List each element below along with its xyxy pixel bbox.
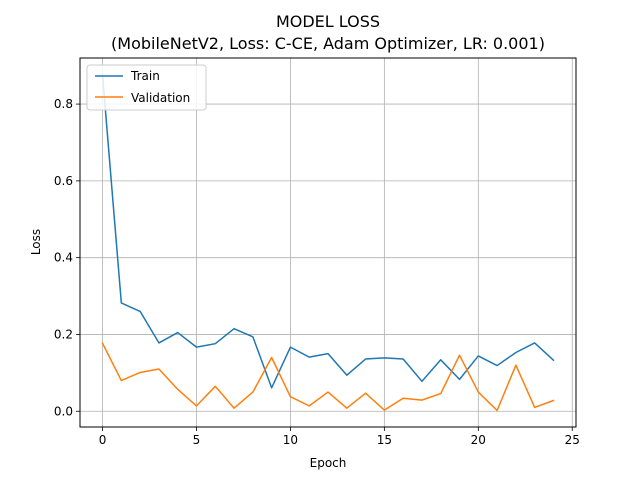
plot-area-background <box>80 58 576 427</box>
y-tick-label: 0.4 <box>54 251 73 265</box>
chart-subtitle: (MobileNetV2, Loss: C-CE, Adam Optimizer… <box>111 34 545 53</box>
x-tick-label: 15 <box>377 433 392 447</box>
y-tick-label: 0.2 <box>54 327 73 341</box>
x-tick-label: 10 <box>283 433 298 447</box>
x-tick-label: 25 <box>565 433 580 447</box>
x-axis-label: Epoch <box>310 456 347 470</box>
y-tick-label: 0.6 <box>54 174 73 188</box>
axis-ticks: 0 5 10 15 20 25 0.0 0.2 0.4 0.6 0.8 <box>54 97 580 447</box>
chart-title: MODEL LOSS <box>276 12 380 31</box>
legend: Train Validation <box>86 64 207 111</box>
series-line-validation <box>101 342 555 412</box>
y-axis-label: Loss <box>29 229 43 255</box>
x-tick-label: 0 <box>99 433 107 447</box>
series-line-train <box>101 74 555 389</box>
x-tick-label: 5 <box>193 433 201 447</box>
series-lines <box>101 74 555 412</box>
plot-area-frame <box>79 57 577 428</box>
x-tick-label: 20 <box>471 433 486 447</box>
legend-label-validation: Validation <box>131 91 190 105</box>
y-tick-label: 0.0 <box>54 404 73 418</box>
y-tick-label: 0.8 <box>54 97 73 111</box>
legend-label-train: Train <box>130 69 160 83</box>
